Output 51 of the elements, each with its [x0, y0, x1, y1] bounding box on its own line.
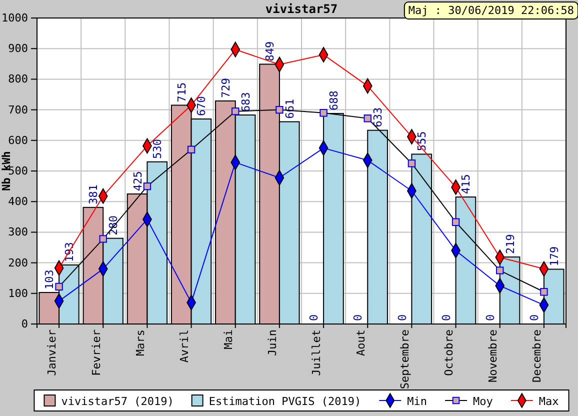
y-tick-label: 100 — [8, 286, 28, 300]
x-tick-label: Janvier — [46, 329, 59, 376]
x-tick-label: Novembre — [486, 330, 500, 382]
y-tick-label: 1000 — [2, 12, 28, 25]
x-tick-label: Fevrier — [90, 329, 103, 376]
y-tick-label: 900 — [8, 42, 28, 56]
data-label: 0 — [528, 314, 542, 321]
y-tick-label: 200 — [8, 256, 28, 270]
x-tick-label: Decembre — [530, 330, 544, 382]
data-label: 415 — [460, 174, 473, 194]
data-label: 849 — [264, 41, 277, 62]
data-label: 0 — [396, 314, 409, 321]
x-tick-label: Septembre — [398, 330, 412, 390]
x-tick-label: Juin — [266, 330, 280, 356]
legend-label: Min — [407, 395, 428, 408]
y-tick-label: 600 — [8, 134, 28, 147]
x-tick-label: Juillet — [310, 330, 324, 376]
y-tick-label: 0 — [21, 318, 28, 331]
data-label: 0 — [440, 314, 453, 321]
legend-label: Moy — [473, 395, 494, 408]
data-label: 219 — [504, 234, 517, 254]
data-label: 683 — [239, 92, 252, 112]
data-label: 280 — [107, 215, 120, 236]
legend-label: Max — [538, 395, 560, 408]
data-label: 729 — [219, 78, 232, 98]
data-label: 425 — [131, 171, 144, 191]
x-tick-label: Aout — [354, 330, 368, 356]
data-label: 381 — [87, 184, 100, 204]
text: Maj : 30/06/2019 22:06:58 — [408, 4, 574, 17]
y-tick-label: 800 — [8, 72, 28, 86]
data-label: 530 — [151, 138, 164, 159]
legend-label: vivistar57 (2019) — [61, 395, 174, 408]
data-label: 715 — [175, 82, 188, 102]
x-tick-label: Mars — [134, 330, 147, 356]
data-label: 0 — [308, 314, 321, 321]
data-label: 555 — [416, 131, 429, 152]
x-tick-label: Octobre — [442, 330, 456, 376]
data-label: 0 — [352, 314, 365, 321]
data-label: 179 — [548, 246, 561, 266]
x-tick-label: Mai — [222, 330, 236, 350]
data-label: 103 — [43, 270, 56, 290]
data-label: 633 — [372, 107, 385, 128]
y-tick-label: 400 — [8, 195, 28, 208]
legend-label: Estimation PVGIS (2019) — [208, 395, 362, 408]
y-tick-label: 700 — [8, 103, 28, 116]
chart-title: vivistar57 — [265, 2, 338, 16]
data-label: 0 — [484, 314, 497, 321]
y-tick-label: 300 — [8, 226, 28, 239]
data-label: 670 — [195, 96, 208, 116]
x-tick-label: Avril — [178, 330, 191, 363]
data-label: 688 — [327, 90, 340, 110]
